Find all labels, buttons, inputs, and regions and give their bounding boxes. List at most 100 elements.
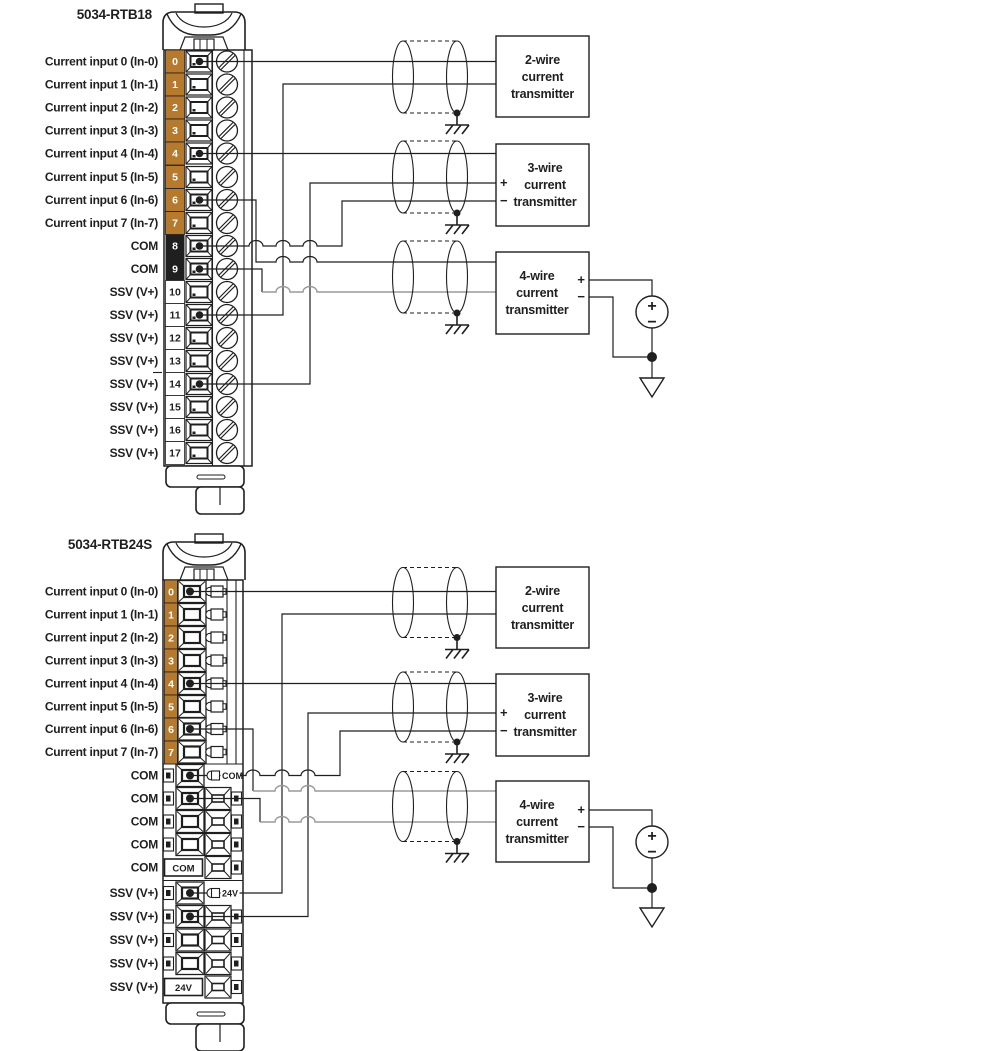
terminal-number: 12 (169, 333, 181, 345)
transmitter-text: 2-wire (525, 584, 560, 598)
transmitter-text: transmitter (511, 87, 574, 101)
wire-com2-to-4wire-gray (260, 815, 497, 823)
terminal-label: Current input 6 (In-6) (45, 722, 158, 736)
terminal-dot (195, 265, 204, 273)
transmitter-text: current (516, 815, 559, 829)
transmitter-text: 4-wire (520, 798, 555, 812)
transmitter-text: transmitter (505, 832, 568, 846)
transmitters-top: 2-wire current transmitter 3-wire curren… (495, 35, 590, 335)
psu-minus-wire (589, 296, 652, 358)
terminal-number: 4 (172, 148, 178, 160)
terminal-number: 5 (168, 702, 174, 714)
terminal-dot (195, 57, 204, 66)
terminal-number: 0 (172, 56, 178, 68)
v24-tag: 24V (206, 887, 240, 899)
terminal-label: Current input 1 (In-1) (45, 78, 158, 92)
mini-connector-icon (162, 814, 175, 829)
mini-connector-icon (230, 814, 243, 829)
terminal-number: 4 (168, 679, 174, 691)
screw-icon (215, 395, 239, 419)
terminal-dot (186, 771, 194, 780)
terminal-label: COM (131, 769, 159, 783)
clamp-icon (204, 951, 232, 976)
terminal-label: COM (131, 239, 159, 253)
screw-icon (215, 211, 239, 235)
mini-connector-icon (162, 885, 175, 901)
clamp-icon (174, 927, 206, 953)
com-tag: COM (206, 770, 243, 781)
terminal-label: SSV (V+) (110, 446, 159, 460)
psu-plus-wire (589, 279, 653, 296)
shield-ellipse (445, 140, 469, 214)
two-wire-transmitter-box (495, 35, 590, 118)
power-source-bottom: + − (589, 809, 669, 929)
mini-connector-icon (230, 932, 243, 948)
module-rtb24s: 5034-RTB24S 0 1 2 3 4 5 6 7 (45, 533, 246, 1051)
terminal-label: Current input 6 (In-6) (45, 193, 158, 207)
terminal-dot (195, 380, 204, 388)
module-foot (165, 465, 245, 515)
shield-ellipse (391, 770, 415, 843)
push-connector-icon (205, 631, 227, 644)
terminal-label: Current input 5 (In-5) (45, 170, 158, 184)
shield-ellipse (445, 566, 469, 639)
clamp-icon (204, 975, 232, 999)
shield-ellipse (445, 770, 469, 843)
clamp-icon (204, 855, 232, 880)
shield-ellipse (391, 40, 415, 114)
terminal-dot (186, 889, 194, 897)
wire-com2-bend (190, 797, 261, 822)
mini-connector-icon (230, 860, 243, 875)
terminal-number: 2 (168, 633, 174, 645)
transmitter-text: transmitter (511, 618, 574, 632)
terminal-number-column: 0 1 2 3 4 5 6 7 (164, 579, 178, 765)
three-wire-transmitter-box (495, 673, 590, 757)
terminal-dot (186, 587, 194, 596)
shield-dash (403, 770, 457, 843)
cable-shields-bottom (391, 566, 470, 864)
wire-in6-to-4wire (199, 199, 496, 263)
ground-icon (444, 112, 470, 135)
terminal-number: 3 (172, 125, 178, 137)
terminal-number: 9 (172, 264, 178, 276)
transmitter-text: transmitter (505, 303, 568, 317)
transmitter-text: current (524, 178, 567, 192)
push-connector-icon (205, 608, 227, 621)
transmitter-text: current (522, 70, 565, 84)
terminal-label: Current input 4 (In-4) (45, 677, 158, 691)
terminal-dot (195, 311, 204, 319)
push-connector-icon (205, 745, 227, 759)
wire-com9-to-4wire-gray (262, 285, 496, 293)
terminal-cell (165, 441, 185, 465)
din-clip-icon (162, 3, 246, 51)
clamp-icon (204, 928, 232, 952)
terminal-label: COM (131, 861, 159, 875)
clamp-icon (185, 326, 213, 350)
screw-icon (215, 119, 239, 142)
terminal-label: Current input 7 (In-7) (45, 216, 158, 230)
terminal-dot (186, 725, 194, 733)
minus-sign: − (577, 819, 585, 834)
shield-dash (403, 566, 457, 639)
shield-dash (403, 671, 457, 743)
clamp-icon (174, 951, 206, 976)
transmitters-bottom: 2-wire current transmitter 3-wire curren… (495, 566, 590, 863)
terminal-dot (195, 149, 204, 158)
terminal-label: COM (131, 262, 159, 276)
wire-ssv2-to-3wire-plus (190, 712, 497, 918)
mini-connector-icon (162, 956, 175, 971)
push-connector-icon (205, 654, 227, 667)
current-source-icon (635, 295, 669, 329)
ground-icon (444, 840, 470, 864)
clamp-icon (185, 280, 213, 304)
psu-plus: + (647, 298, 656, 315)
terminal-number: 6 (172, 195, 178, 207)
v24-box (163, 977, 204, 997)
earth-triangle-icon (638, 907, 666, 929)
module-rtb18-title: 5034-RTB18 (77, 7, 153, 22)
terminal-label: Current input 7 (In-7) (45, 745, 158, 759)
clamp-icon (176, 625, 208, 650)
psu-minus: − (647, 314, 656, 331)
screw-icon (215, 349, 239, 373)
